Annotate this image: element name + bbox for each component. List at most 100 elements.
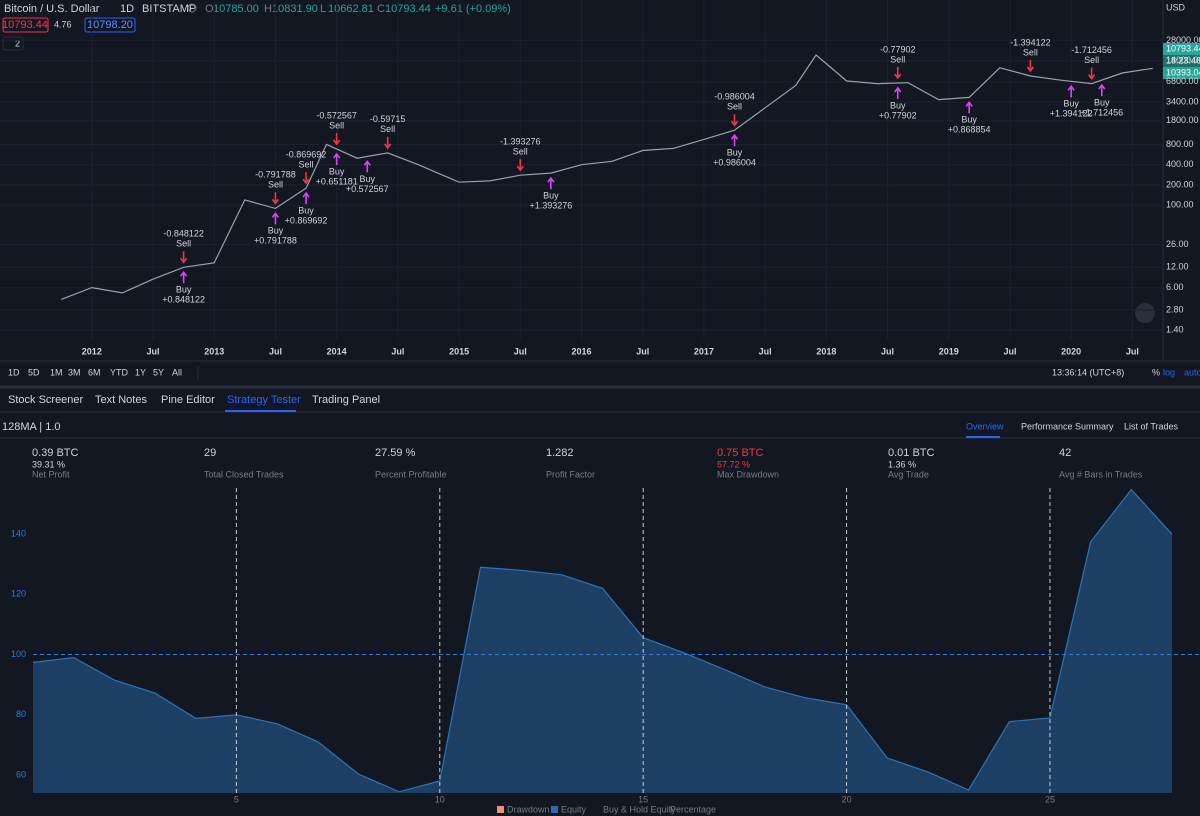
icon[interactable] bbox=[187, 3, 197, 13]
ohlc-key: H bbox=[264, 3, 272, 15]
tab[interactable]: Stock Screener bbox=[8, 394, 84, 406]
buy-arrow bbox=[302, 191, 310, 205]
signal-label: -0.869692 bbox=[286, 149, 327, 159]
signal-label: +1.712456 bbox=[1080, 107, 1123, 117]
y-tick-label: 400.00 bbox=[1166, 159, 1194, 169]
stat-value: 0.75 BTC bbox=[717, 447, 764, 459]
legend-swatch bbox=[551, 806, 558, 813]
price-line bbox=[60, 54, 1153, 300]
tab[interactable]: Text Notes bbox=[95, 394, 147, 406]
y-tick-label: 6.00 bbox=[1166, 282, 1184, 292]
signal-label: -0.59715 bbox=[370, 114, 406, 124]
symbol: Bitcoin / U.S. Dollar bbox=[4, 3, 100, 15]
signal-label: +0.791788 bbox=[254, 236, 297, 246]
legend-entry[interactable]: Equity bbox=[561, 804, 587, 814]
y-tick-label: 3400.00 bbox=[1166, 96, 1199, 106]
legend-entry[interactable]: Percentage bbox=[670, 804, 716, 814]
legend-entry[interactable]: Drawdown bbox=[507, 804, 550, 814]
range-button[interactable]: 5Y bbox=[153, 367, 164, 377]
sell-arrow bbox=[1087, 67, 1096, 80]
equity-line bbox=[32, 488, 1173, 793]
x-tick-label: Jul bbox=[636, 346, 649, 356]
signal-label: +0.572567 bbox=[346, 184, 389, 194]
ohlc-value: 10662.81 bbox=[328, 3, 374, 15]
range-button[interactable]: 1M bbox=[50, 367, 63, 377]
signal-label: -0.848122 bbox=[163, 229, 204, 239]
badge bbox=[2, 17, 49, 33]
stat-value: 0.01 BTC bbox=[888, 447, 935, 459]
tab[interactable]: Trading Panel bbox=[312, 394, 380, 406]
view-tab[interactable]: List of Trades bbox=[1124, 421, 1179, 431]
range-button[interactable]: 5D bbox=[28, 367, 40, 377]
badge-text: 10798.20 bbox=[87, 19, 133, 31]
y-tick-label: 1800.00 bbox=[1166, 115, 1199, 125]
x-tick-label: 20 bbox=[842, 794, 852, 804]
range-button[interactable]: 1Y bbox=[135, 367, 146, 377]
signal-label: -1.712456 bbox=[1071, 45, 1112, 55]
range-button[interactable]: 6M bbox=[88, 367, 101, 377]
exchange: BITSTAMP bbox=[142, 3, 196, 15]
y-tick-label: 28000.00 bbox=[1166, 35, 1200, 45]
tab[interactable]: Strategy Tester bbox=[227, 394, 301, 406]
signal-label: -1.393276 bbox=[500, 137, 541, 147]
signal-label: -0.572567 bbox=[316, 110, 357, 120]
buy-arrow bbox=[363, 160, 371, 173]
signal-label: +0.651181 bbox=[316, 176, 358, 186]
legend-swatch bbox=[497, 806, 504, 813]
view-tab[interactable]: Overview bbox=[966, 421, 1004, 431]
signal-side: Buy bbox=[727, 148, 743, 158]
axis-option[interactable]: % bbox=[1152, 367, 1160, 377]
y-tick-label: 2.80 bbox=[1166, 304, 1184, 314]
price-badge-text: 18:23:46 bbox=[1166, 55, 1200, 65]
tab[interactable]: Pine Editor bbox=[161, 394, 215, 406]
range-button[interactable]: 1D bbox=[8, 367, 20, 377]
indicator-toggle[interactable] bbox=[2, 36, 24, 51]
x-tick-label: Jul bbox=[391, 346, 404, 356]
legend-entry[interactable]: Buy & Hold Equity bbox=[603, 804, 676, 814]
signal-side: Buy bbox=[1063, 99, 1079, 109]
buy-arrow bbox=[730, 133, 739, 147]
x-tick-label: 2013 bbox=[204, 346, 224, 356]
x-tick-label: 2016 bbox=[571, 346, 591, 356]
signal-side: Buy bbox=[176, 285, 192, 295]
range-button[interactable]: YTD bbox=[110, 367, 129, 377]
ohlc-value: 10793.44 bbox=[385, 3, 431, 15]
buy-arrow bbox=[894, 86, 902, 100]
price-badge-text: 10793.44 bbox=[1166, 43, 1200, 53]
range-button[interactable]: 3M bbox=[68, 367, 81, 377]
y-tick-label: 800.00 bbox=[1166, 139, 1194, 149]
sell-arrow bbox=[1026, 60, 1035, 73]
sell-arrow bbox=[894, 67, 902, 80]
axis-option[interactable]: log bbox=[1163, 367, 1175, 377]
y-tick-label: 14000.00 bbox=[1166, 55, 1200, 65]
scroll-button[interactable] bbox=[1135, 303, 1155, 323]
x-tick-label: 5 bbox=[234, 794, 239, 804]
stat-percent: 1.36 % bbox=[888, 459, 916, 469]
stat-value: 29 bbox=[204, 447, 216, 459]
axis-option[interactable]: auto bbox=[1184, 367, 1200, 377]
range-button[interactable]: All bbox=[172, 367, 182, 377]
signal-side: Sell bbox=[1023, 47, 1038, 57]
stat-percent: 39.31 % bbox=[32, 459, 65, 469]
view-tab[interactable]: Performance Summary bbox=[1021, 421, 1114, 431]
buy-arrow bbox=[547, 176, 555, 190]
sell-arrow bbox=[384, 136, 392, 150]
y-tick-label: 80 bbox=[16, 709, 26, 719]
sell-arrow bbox=[271, 192, 280, 205]
ohlc-value: 10785.00 bbox=[213, 3, 259, 15]
signal-side: Sell bbox=[176, 239, 191, 249]
signal-label: +0.848122 bbox=[162, 295, 205, 305]
signal-side: Buy bbox=[890, 100, 906, 110]
stat-value: 0.39 BTC bbox=[32, 447, 79, 459]
stat-label: Avg Trade bbox=[888, 469, 929, 479]
signal-side: Sell bbox=[1084, 55, 1099, 65]
x-tick-label: 2015 bbox=[449, 346, 469, 356]
sell-arrow bbox=[333, 133, 341, 146]
interval: 1D bbox=[120, 3, 134, 15]
x-tick-label: Jul bbox=[514, 346, 527, 356]
signal-side: Sell bbox=[380, 124, 395, 134]
buy-arrow bbox=[271, 212, 280, 225]
signal-side: Buy bbox=[961, 115, 977, 125]
signal-label: +1.394122 bbox=[1050, 109, 1093, 119]
signal-side: Sell bbox=[890, 54, 905, 64]
